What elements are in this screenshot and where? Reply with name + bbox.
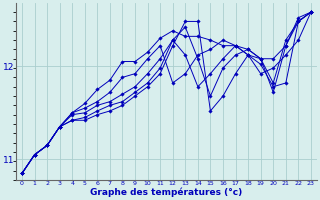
X-axis label: Graphe des températures (°c): Graphe des températures (°c) <box>90 188 243 197</box>
